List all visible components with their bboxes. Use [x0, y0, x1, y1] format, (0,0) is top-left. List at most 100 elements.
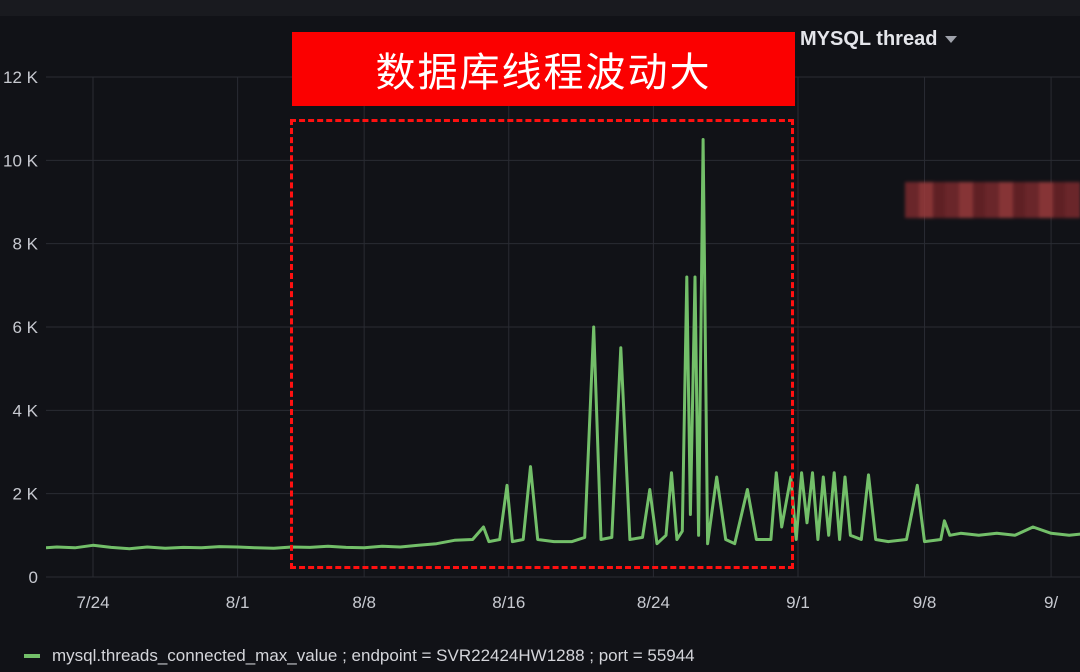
series-point	[838, 538, 841, 541]
y-tick-label: 4 K	[12, 401, 38, 420]
series-point	[482, 526, 485, 528]
x-tick-label: 8/24	[637, 593, 670, 612]
series-point	[916, 484, 919, 487]
y-tick-label: 0	[29, 568, 38, 587]
series-point	[940, 538, 942, 541]
series-point	[583, 536, 586, 539]
series-point	[665, 534, 667, 537]
x-tick-label: 7/24	[76, 593, 109, 612]
series-point	[110, 546, 112, 549]
series-point	[943, 520, 946, 522]
panel-header-bar	[0, 0, 1080, 16]
series-point	[676, 538, 678, 541]
series-point	[978, 534, 980, 537]
panel-title: MYSQL thread	[800, 28, 938, 50]
series-point	[1050, 532, 1052, 535]
series-point	[182, 546, 185, 549]
series-point	[849, 534, 852, 537]
series-point	[56, 546, 58, 548]
series-point	[529, 465, 532, 468]
x-tick-label: 8/16	[492, 593, 525, 612]
series-point	[833, 472, 835, 474]
series-point	[363, 547, 366, 549]
x-tick-label: 8/1	[226, 593, 250, 612]
series-layer	[46, 138, 1080, 551]
series-point	[128, 547, 130, 550]
legend-series-swatch	[24, 654, 40, 658]
x-axis: 7/24 8/1 8/8 8/16 8/24 9/1 9/8 9/	[76, 593, 1058, 612]
series-point	[453, 539, 456, 542]
series-point	[200, 547, 203, 549]
series-point	[620, 347, 622, 349]
series-point	[471, 538, 474, 541]
series-point	[746, 488, 749, 491]
series-point	[887, 540, 890, 543]
series-point	[867, 474, 870, 476]
series-point	[327, 545, 329, 547]
series-point	[686, 276, 688, 278]
series-point	[381, 545, 384, 547]
series-point	[309, 546, 311, 549]
series-point	[905, 538, 908, 541]
redacted-tooltip	[905, 182, 1080, 218]
panel-title-menu[interactable]: MYSQL thread	[800, 28, 958, 51]
series-point	[874, 538, 877, 541]
series-point	[827, 534, 830, 537]
series-point	[775, 472, 778, 474]
series-point	[959, 532, 962, 535]
series-point	[706, 542, 709, 545]
series-point	[399, 546, 402, 548]
series-point	[435, 542, 438, 545]
y-axis: 0 2 K 4 K 6 K 8 K 10 K 12 K	[3, 68, 39, 587]
x-tick-label: 8/8	[352, 593, 376, 612]
series-point	[860, 538, 863, 541]
series-point	[844, 476, 846, 478]
series-point	[780, 526, 783, 528]
y-tick-label: 8 K	[12, 235, 38, 254]
series-point	[649, 488, 651, 491]
series-point	[511, 540, 514, 543]
series-point	[506, 484, 508, 487]
series-point	[536, 538, 539, 541]
series-point	[806, 522, 808, 524]
series-point	[795, 538, 797, 541]
series-point	[923, 540, 926, 543]
y-tick-label: 12 K	[3, 68, 39, 87]
series-point	[733, 542, 736, 545]
series-point	[822, 476, 825, 478]
x-tick-label: 9/1	[786, 593, 810, 612]
series-point	[164, 547, 167, 550]
series-point	[817, 538, 819, 541]
series-point	[811, 472, 814, 474]
series-point	[996, 532, 998, 535]
series-point	[949, 534, 951, 537]
series-point	[488, 540, 490, 543]
y-tick-label: 10 K	[3, 151, 39, 170]
y-tick-label: 6 K	[12, 318, 38, 337]
series-point	[92, 544, 94, 547]
series-point	[498, 538, 501, 541]
series-point	[74, 547, 76, 549]
x-tick-label: 9/8	[913, 593, 937, 612]
series-point	[1068, 534, 1070, 537]
chevron-down-icon	[945, 36, 958, 44]
series-point	[592, 326, 595, 328]
series-point	[800, 472, 803, 474]
annotation-banner: 数据库线程波动大	[292, 32, 795, 106]
series-point	[755, 538, 758, 541]
legend-series-label[interactable]: mysql.threads_connected_max_value ; endp…	[52, 646, 695, 665]
series-point	[694, 276, 696, 278]
series-point	[553, 540, 555, 543]
series-point	[1014, 534, 1016, 537]
legend[interactable]: mysql.threads_connected_max_value ; endp…	[24, 646, 695, 666]
series-point	[236, 546, 239, 548]
series-point	[697, 534, 700, 537]
annotation-text: 数据库线程波动大	[375, 50, 712, 96]
series-point	[724, 538, 727, 541]
series-point	[46, 547, 47, 549]
series-point	[689, 513, 692, 516]
series-point	[600, 538, 602, 541]
series-point	[629, 538, 631, 541]
series-point	[715, 476, 718, 478]
y-tick-label: 2 K	[12, 485, 38, 504]
